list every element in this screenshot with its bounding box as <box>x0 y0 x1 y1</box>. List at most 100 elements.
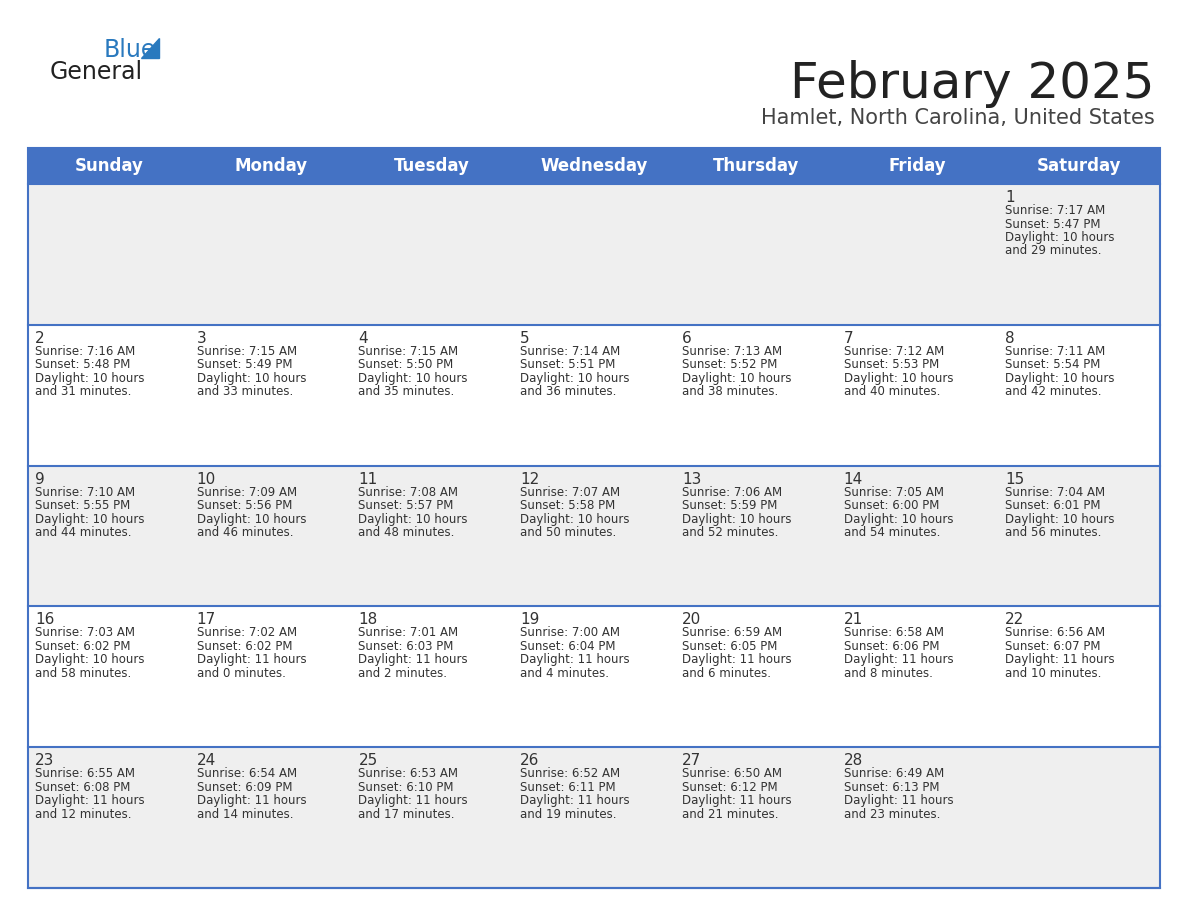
Text: and 4 minutes.: and 4 minutes. <box>520 666 609 680</box>
Text: Daylight: 10 hours: Daylight: 10 hours <box>34 512 145 526</box>
Text: Sunset: 6:11 PM: Sunset: 6:11 PM <box>520 780 615 794</box>
Text: Daylight: 11 hours: Daylight: 11 hours <box>843 654 953 666</box>
Text: Sunset: 6:05 PM: Sunset: 6:05 PM <box>682 640 777 653</box>
Text: Sunset: 5:57 PM: Sunset: 5:57 PM <box>359 499 454 512</box>
Text: and 46 minutes.: and 46 minutes. <box>197 526 293 539</box>
Text: Sunrise: 7:13 AM: Sunrise: 7:13 AM <box>682 345 782 358</box>
Text: Daylight: 10 hours: Daylight: 10 hours <box>682 512 791 526</box>
Text: Sunset: 6:04 PM: Sunset: 6:04 PM <box>520 640 615 653</box>
Text: Sunrise: 6:52 AM: Sunrise: 6:52 AM <box>520 767 620 780</box>
Text: Sunset: 5:59 PM: Sunset: 5:59 PM <box>682 499 777 512</box>
Text: Sunset: 5:54 PM: Sunset: 5:54 PM <box>1005 358 1100 371</box>
Text: Daylight: 11 hours: Daylight: 11 hours <box>520 654 630 666</box>
Text: Daylight: 11 hours: Daylight: 11 hours <box>197 654 307 666</box>
Text: 4: 4 <box>359 330 368 346</box>
Text: Sunrise: 6:56 AM: Sunrise: 6:56 AM <box>1005 626 1105 640</box>
Text: General: General <box>50 60 143 84</box>
Text: Daylight: 10 hours: Daylight: 10 hours <box>1005 512 1114 526</box>
Text: 2: 2 <box>34 330 45 346</box>
Text: Daylight: 10 hours: Daylight: 10 hours <box>359 512 468 526</box>
Text: Sunset: 6:10 PM: Sunset: 6:10 PM <box>359 780 454 794</box>
Text: and 29 minutes.: and 29 minutes. <box>1005 244 1101 258</box>
Text: Daylight: 10 hours: Daylight: 10 hours <box>843 512 953 526</box>
Text: 15: 15 <box>1005 472 1024 487</box>
Text: 12: 12 <box>520 472 539 487</box>
Text: 20: 20 <box>682 612 701 627</box>
Text: and 35 minutes.: and 35 minutes. <box>359 386 455 398</box>
Text: 18: 18 <box>359 612 378 627</box>
Text: Sunrise: 7:00 AM: Sunrise: 7:00 AM <box>520 626 620 640</box>
Bar <box>29 747 1159 888</box>
Text: Daylight: 10 hours: Daylight: 10 hours <box>682 372 791 385</box>
Bar <box>29 148 1159 184</box>
Text: 6: 6 <box>682 330 691 346</box>
Text: Sunset: 6:03 PM: Sunset: 6:03 PM <box>359 640 454 653</box>
Text: Daylight: 10 hours: Daylight: 10 hours <box>843 372 953 385</box>
Text: Sunset: 6:02 PM: Sunset: 6:02 PM <box>197 640 292 653</box>
Text: Blue: Blue <box>105 38 157 62</box>
Text: Sunset: 5:58 PM: Sunset: 5:58 PM <box>520 499 615 512</box>
Text: and 14 minutes.: and 14 minutes. <box>197 808 293 821</box>
Text: Daylight: 10 hours: Daylight: 10 hours <box>197 372 307 385</box>
Text: Sunset: 6:02 PM: Sunset: 6:02 PM <box>34 640 131 653</box>
Text: Sunrise: 7:06 AM: Sunrise: 7:06 AM <box>682 486 782 498</box>
Text: Sunrise: 7:09 AM: Sunrise: 7:09 AM <box>197 486 297 498</box>
Text: and 6 minutes.: and 6 minutes. <box>682 666 771 680</box>
Text: 1: 1 <box>1005 190 1015 205</box>
Text: and 19 minutes.: and 19 minutes. <box>520 808 617 821</box>
Text: 3: 3 <box>197 330 207 346</box>
Text: 13: 13 <box>682 472 701 487</box>
Text: 17: 17 <box>197 612 216 627</box>
Text: Sunset: 6:00 PM: Sunset: 6:00 PM <box>843 499 939 512</box>
Text: Sunset: 6:12 PM: Sunset: 6:12 PM <box>682 780 777 794</box>
Text: Daylight: 11 hours: Daylight: 11 hours <box>34 794 145 807</box>
Text: Sunrise: 6:49 AM: Sunrise: 6:49 AM <box>843 767 943 780</box>
Text: 25: 25 <box>359 753 378 768</box>
Text: Sunset: 6:01 PM: Sunset: 6:01 PM <box>1005 499 1101 512</box>
Text: 16: 16 <box>34 612 55 627</box>
Text: 24: 24 <box>197 753 216 768</box>
Text: Daylight: 10 hours: Daylight: 10 hours <box>1005 231 1114 244</box>
Text: Sunrise: 6:50 AM: Sunrise: 6:50 AM <box>682 767 782 780</box>
Text: Sunrise: 7:12 AM: Sunrise: 7:12 AM <box>843 345 943 358</box>
Text: Sunrise: 6:59 AM: Sunrise: 6:59 AM <box>682 626 782 640</box>
Text: Sunrise: 7:02 AM: Sunrise: 7:02 AM <box>197 626 297 640</box>
Text: Daylight: 10 hours: Daylight: 10 hours <box>520 512 630 526</box>
Text: Sunrise: 7:15 AM: Sunrise: 7:15 AM <box>197 345 297 358</box>
Text: 28: 28 <box>843 753 862 768</box>
Text: 21: 21 <box>843 612 862 627</box>
Text: Sunrise: 7:11 AM: Sunrise: 7:11 AM <box>1005 345 1106 358</box>
Text: Tuesday: Tuesday <box>394 157 470 175</box>
Text: Daylight: 11 hours: Daylight: 11 hours <box>359 794 468 807</box>
Text: Sunrise: 6:54 AM: Sunrise: 6:54 AM <box>197 767 297 780</box>
Text: and 42 minutes.: and 42 minutes. <box>1005 386 1101 398</box>
Text: Sunset: 6:09 PM: Sunset: 6:09 PM <box>197 780 292 794</box>
Text: Daylight: 10 hours: Daylight: 10 hours <box>359 372 468 385</box>
Text: and 17 minutes.: and 17 minutes. <box>359 808 455 821</box>
Text: Sunrise: 7:14 AM: Sunrise: 7:14 AM <box>520 345 620 358</box>
Text: and 56 minutes.: and 56 minutes. <box>1005 526 1101 539</box>
Bar <box>29 148 1159 888</box>
Text: Sunrise: 7:07 AM: Sunrise: 7:07 AM <box>520 486 620 498</box>
Bar <box>29 184 1159 325</box>
Text: and 12 minutes.: and 12 minutes. <box>34 808 132 821</box>
Text: Sunrise: 7:10 AM: Sunrise: 7:10 AM <box>34 486 135 498</box>
Text: Sunset: 6:06 PM: Sunset: 6:06 PM <box>843 640 939 653</box>
Text: Sunrise: 7:15 AM: Sunrise: 7:15 AM <box>359 345 459 358</box>
Text: 5: 5 <box>520 330 530 346</box>
Text: Hamlet, North Carolina, United States: Hamlet, North Carolina, United States <box>762 108 1155 128</box>
Text: Sunset: 5:52 PM: Sunset: 5:52 PM <box>682 358 777 371</box>
Text: and 40 minutes.: and 40 minutes. <box>843 386 940 398</box>
Text: Sunrise: 7:17 AM: Sunrise: 7:17 AM <box>1005 204 1106 217</box>
Text: and 31 minutes.: and 31 minutes. <box>34 386 132 398</box>
Text: Daylight: 11 hours: Daylight: 11 hours <box>197 794 307 807</box>
Text: Sunset: 5:47 PM: Sunset: 5:47 PM <box>1005 218 1101 230</box>
Text: Sunrise: 6:55 AM: Sunrise: 6:55 AM <box>34 767 135 780</box>
Text: 11: 11 <box>359 472 378 487</box>
Text: and 44 minutes.: and 44 minutes. <box>34 526 132 539</box>
Text: 7: 7 <box>843 330 853 346</box>
Text: Sunset: 5:53 PM: Sunset: 5:53 PM <box>843 358 939 371</box>
Text: Wednesday: Wednesday <box>541 157 647 175</box>
Text: Daylight: 11 hours: Daylight: 11 hours <box>843 794 953 807</box>
Text: Sunrise: 6:58 AM: Sunrise: 6:58 AM <box>843 626 943 640</box>
